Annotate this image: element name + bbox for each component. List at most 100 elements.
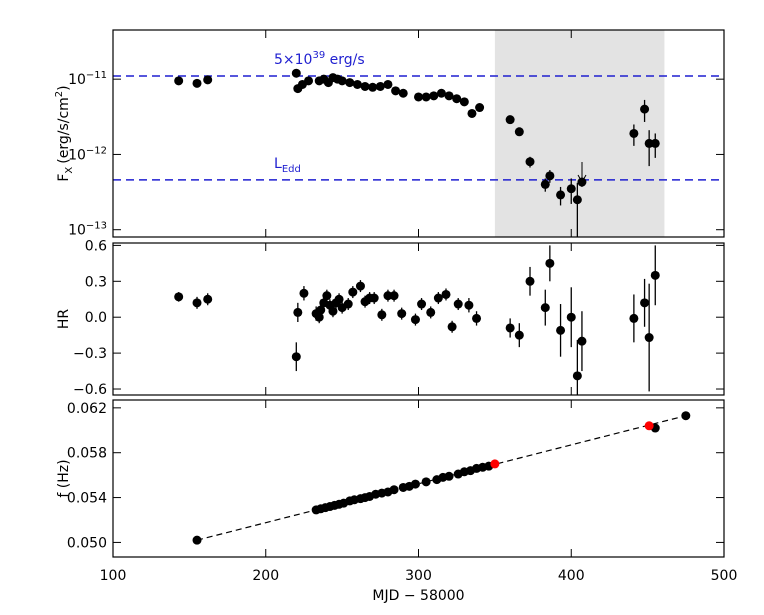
data-point (436, 88, 446, 98)
data-point (514, 330, 524, 340)
data-point (414, 92, 423, 102)
plot-frame (112, 399, 725, 558)
data-point (444, 91, 454, 101)
text-part: (erg/s/cm (56, 97, 72, 164)
text-part: −0.3 (73, 346, 107, 362)
data-point (467, 108, 477, 118)
data-point (566, 312, 576, 322)
data-point (464, 300, 474, 310)
data-point (192, 298, 202, 308)
text-part: Edd (282, 164, 301, 175)
data-point (540, 303, 550, 313)
data-point (375, 81, 385, 91)
data-point (629, 128, 639, 138)
data-point (525, 157, 535, 167)
text-part: 10 (68, 223, 86, 239)
y-axis-label: HR (56, 309, 72, 330)
data-point (389, 291, 399, 301)
text-part: 10 (68, 72, 86, 88)
data-point (572, 371, 582, 381)
data-point (453, 299, 463, 309)
data-point (490, 459, 500, 469)
y-tick-label: 10−11 (68, 70, 107, 88)
data-point (629, 313, 639, 323)
text-part: 0.0 (85, 310, 107, 326)
y-tick-label: 0.058 (67, 446, 107, 462)
data-point (444, 471, 454, 481)
data-point (429, 91, 439, 101)
data-point (421, 92, 431, 102)
data-point (174, 292, 184, 302)
data-point (368, 82, 378, 92)
data-point (337, 76, 347, 86)
text-part: 5×10 (274, 52, 312, 68)
text-part: ) (56, 85, 72, 90)
data-point (577, 336, 587, 346)
data-point (304, 76, 314, 86)
data-point (572, 195, 582, 205)
data-point (389, 485, 399, 495)
text-part: X (64, 167, 75, 174)
data-point (640, 104, 650, 114)
data-point (291, 68, 301, 78)
data-point (203, 294, 213, 304)
upper-limit-arrow (577, 162, 587, 184)
data-point (452, 94, 462, 104)
text-part: 2 (54, 91, 65, 97)
data-point (472, 313, 482, 323)
data-point (426, 307, 436, 317)
plot-frame (112, 29, 725, 238)
data-point (650, 138, 660, 148)
data-point (410, 479, 420, 489)
data-point (505, 115, 515, 125)
data-point (391, 86, 401, 96)
y-tick-label: 0.050 (67, 535, 107, 551)
data-point (293, 307, 303, 317)
text-part: −11 (86, 70, 107, 81)
data-point (352, 79, 362, 89)
reference-label: 5×1039 erg/s (274, 50, 365, 68)
data-point (556, 325, 566, 335)
y-tick-label: 0.0 (85, 310, 107, 326)
y-axis-label: FX (erg/s/cm2) (54, 85, 75, 181)
x-tick-label: 400 (558, 568, 585, 584)
y-axis-label: f (Hz) (56, 459, 72, 497)
y-tick-label: 10−13 (68, 221, 107, 239)
data-point (640, 298, 650, 308)
text-part: 0.058 (67, 446, 107, 462)
data-point (322, 291, 332, 301)
data-point (355, 281, 365, 291)
data-point (475, 103, 485, 113)
plot-frame (112, 242, 725, 396)
data-point (299, 288, 309, 298)
data-point (540, 179, 550, 189)
y-tick-label: 0.6 (85, 238, 107, 254)
data-point (644, 333, 654, 343)
text-part: −0.6 (73, 382, 107, 398)
reference-label: LEdd (274, 156, 301, 175)
x-tick-label: 100 (100, 568, 127, 584)
data-point (203, 75, 213, 85)
data-point (174, 76, 184, 86)
data-point (556, 190, 566, 200)
text-part: −12 (86, 145, 107, 156)
data-point (545, 171, 555, 181)
data-point (417, 299, 427, 309)
x-axis-label: MJD − 58000 (372, 588, 464, 604)
data-point (644, 421, 654, 431)
data-point (421, 477, 431, 487)
data-point (681, 411, 691, 421)
y-tick-label: 10−12 (68, 145, 107, 163)
y-tick-label: −0.6 (73, 382, 107, 398)
x-tick-label: 200 (252, 568, 279, 584)
data-point (441, 289, 451, 299)
data-point (343, 299, 353, 309)
y-tick-label: −0.3 (73, 346, 107, 362)
data-point (314, 312, 324, 322)
data-point (545, 258, 555, 268)
text-part: −13 (86, 221, 107, 232)
x-tick-label: 300 (405, 568, 432, 584)
text-part: 10 (68, 147, 86, 163)
text-part: F (56, 174, 72, 182)
